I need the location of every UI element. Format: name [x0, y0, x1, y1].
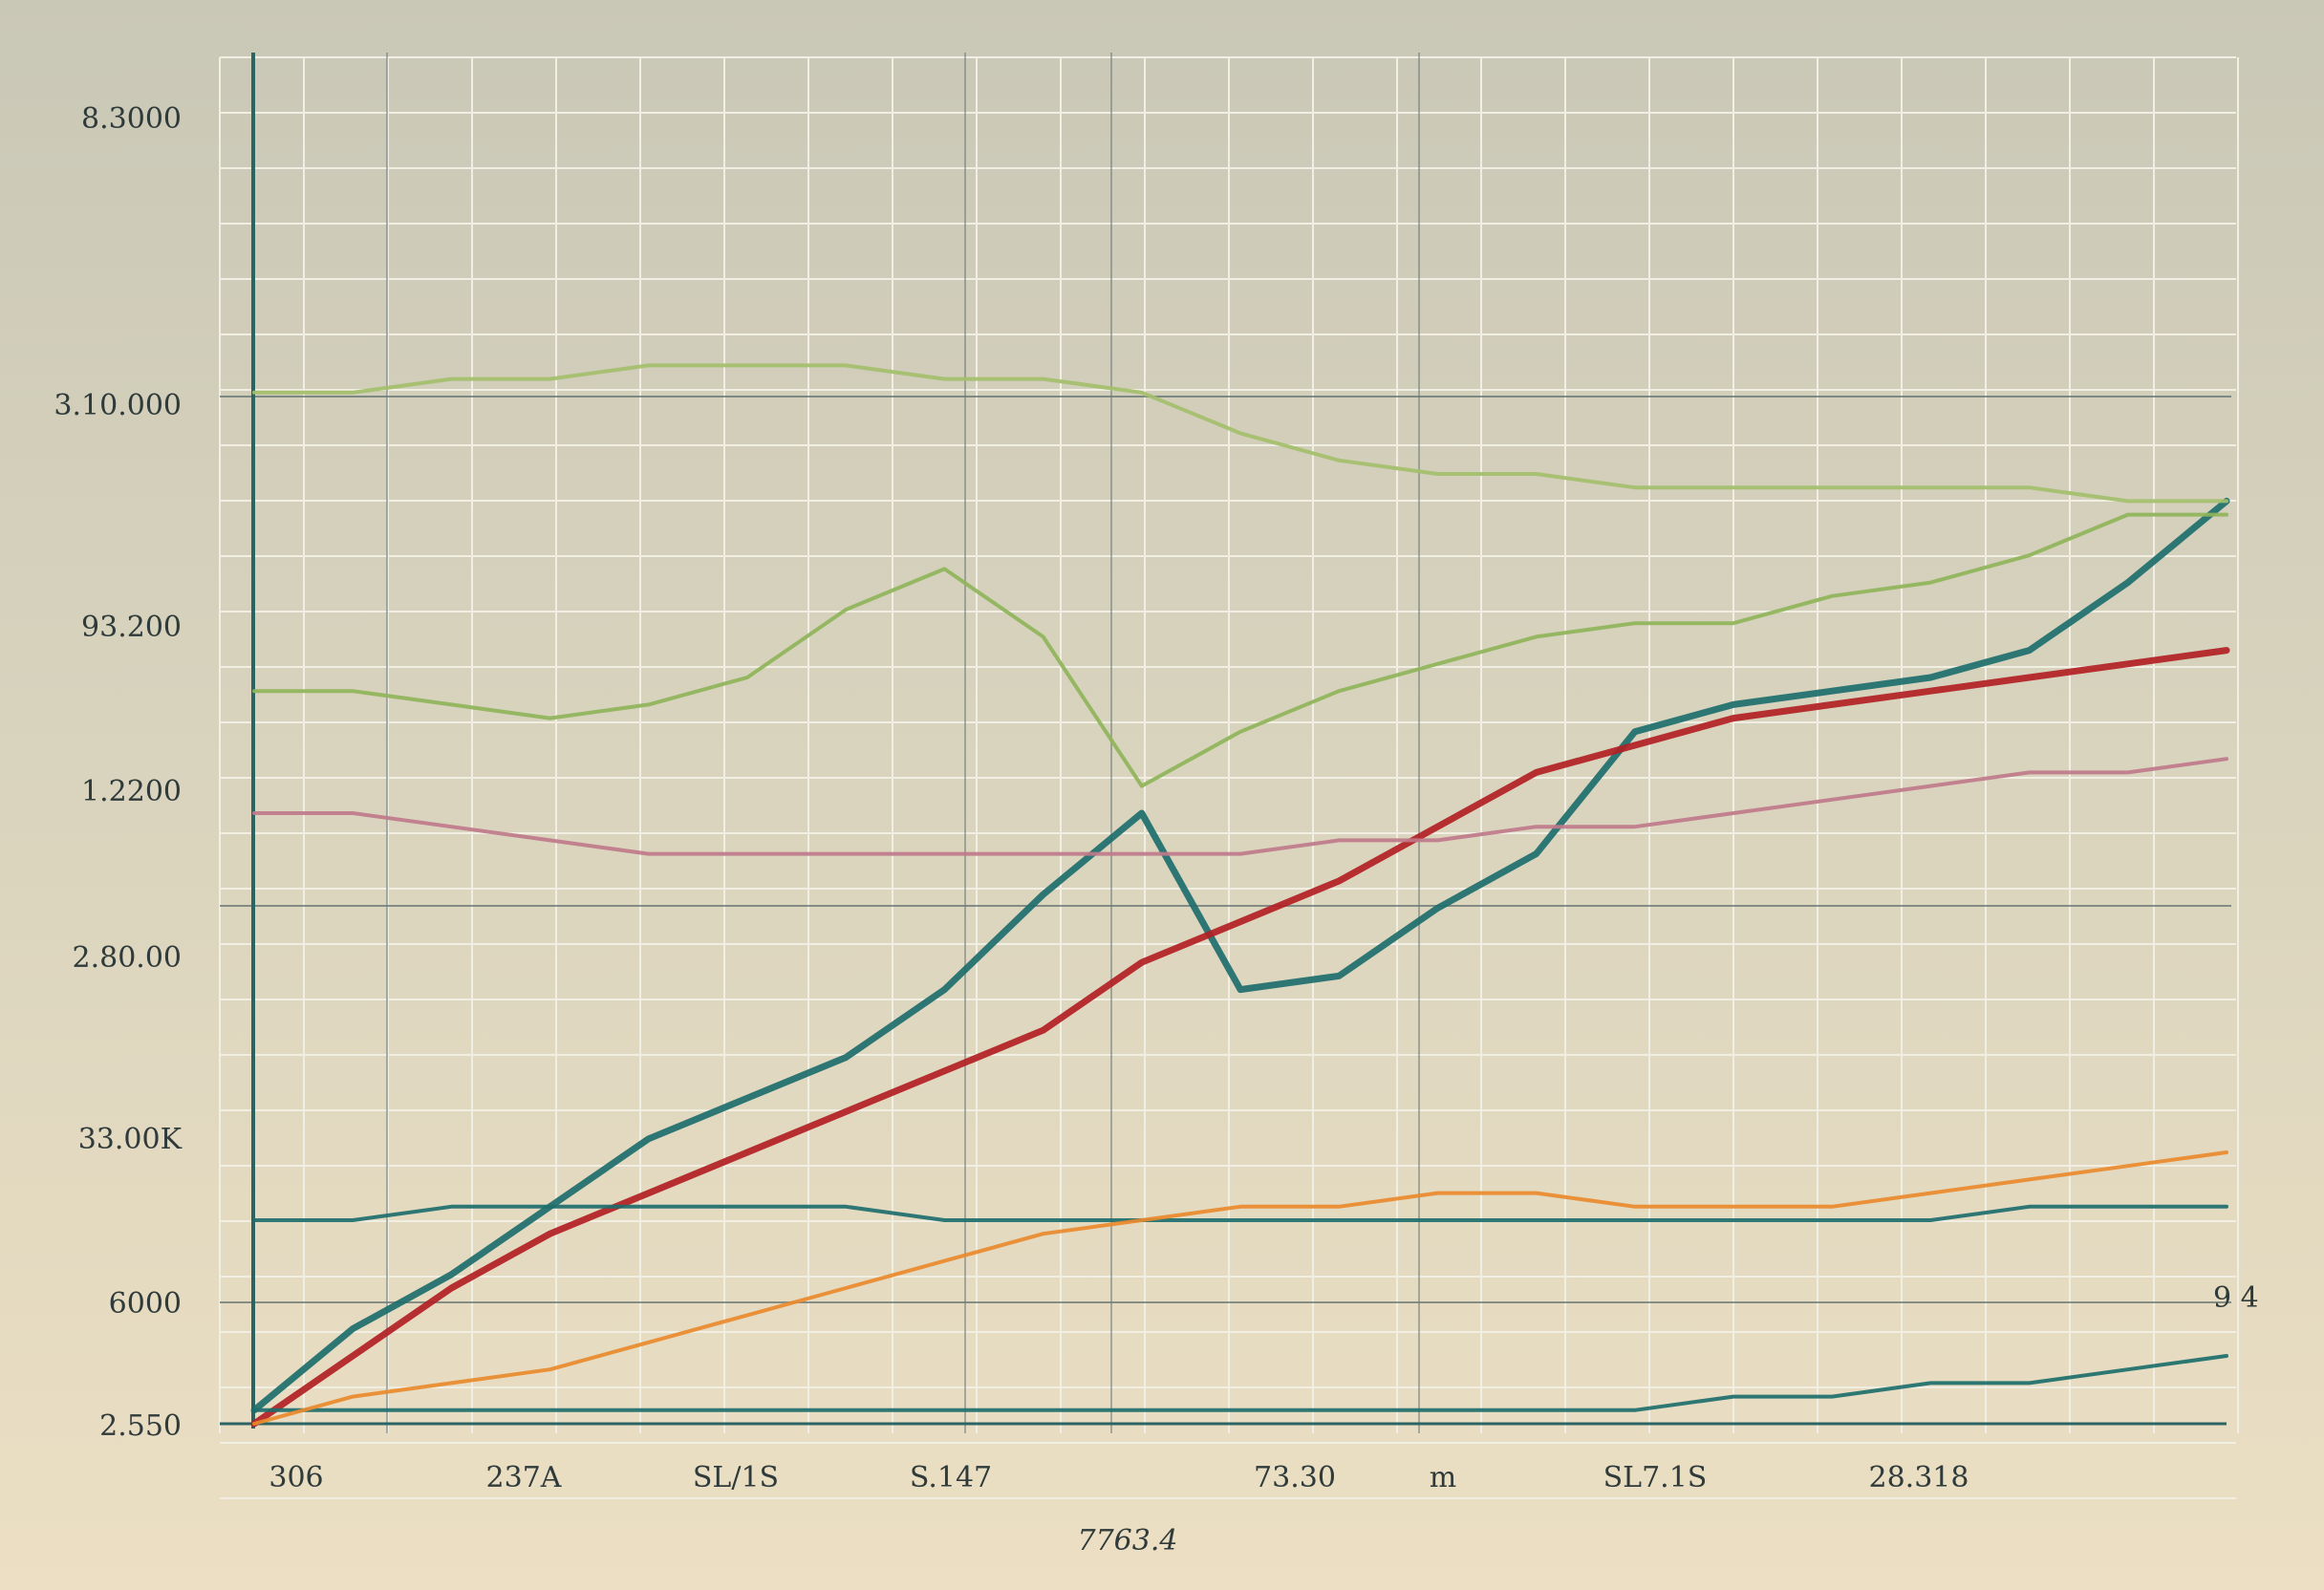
- x-tick-label: m: [1430, 1461, 1456, 1494]
- series-line: [252, 1204, 2228, 1222]
- series-line: [252, 757, 2228, 856]
- series-lines: [250, 363, 2230, 1428]
- series-line: [252, 363, 2228, 504]
- x-tick-label: 237A: [486, 1461, 562, 1494]
- x-tick-label: 28.318: [1869, 1461, 1969, 1494]
- x-axis-label: 7763.4: [1078, 1524, 1178, 1558]
- right-annotation: 9 4: [2213, 1281, 2259, 1315]
- x-tick-label: 306: [269, 1461, 323, 1494]
- series-line: [250, 647, 2230, 1428]
- x-tick-label: 73.30: [1254, 1461, 1336, 1494]
- axes: [220, 53, 2227, 1429]
- series-line: [250, 497, 2230, 1414]
- y-tick-label: 3.10.000: [54, 389, 182, 422]
- x-tick-label: SL/1S: [693, 1461, 779, 1494]
- series-line: [252, 1150, 2228, 1426]
- y-tick-label: 6000: [109, 1287, 182, 1321]
- x-tick-labels: 306 237A SL/1S S.147 73.30 m SL7.1S 28.318: [269, 1461, 1969, 1494]
- y-tick-label: 2.80.00: [72, 941, 182, 975]
- y-tick-label: 2.550: [99, 1409, 182, 1443]
- x-tick-label: S.147: [910, 1461, 992, 1494]
- y-tick-label: 93.200: [81, 611, 182, 644]
- x-tick-label: SL7.1S: [1603, 1461, 1708, 1494]
- y-tick-label: 8.3000: [81, 102, 182, 136]
- fine-gridlines: [219, 56, 2239, 1499]
- y-tick-label: 1.2200: [81, 775, 182, 808]
- series-line: [252, 1354, 2228, 1412]
- series-line: [252, 512, 2228, 788]
- y-tick-labels: 2.550 6000 33.00K 2.80.00 1.2200 93.200 3.10.0…: [54, 102, 182, 1443]
- y-tick-label: 33.00K: [78, 1123, 183, 1156]
